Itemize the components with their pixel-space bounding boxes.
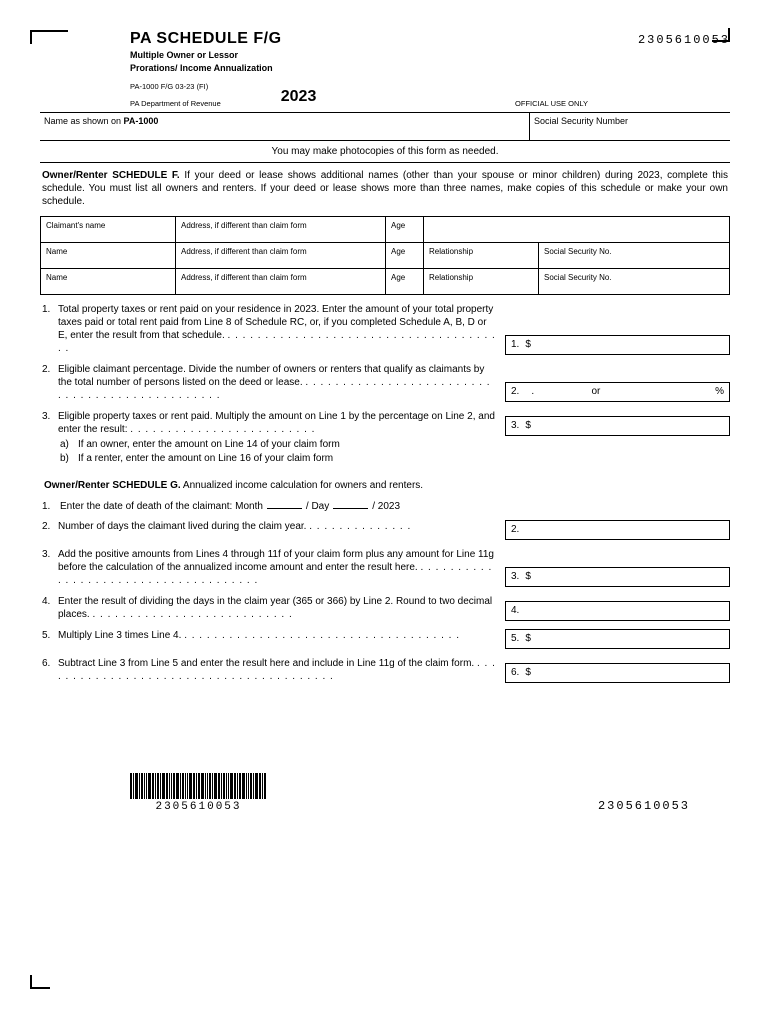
name-field-label[interactable]: Name as shown on PA-1000	[40, 113, 530, 140]
table-row: Name Address, if different than claim fo…	[41, 268, 730, 294]
schedule-f-line-2: 2. Eligible claimant percentage. Divide …	[40, 363, 730, 402]
empty-cell	[424, 216, 730, 242]
schedule-f-line-3a: a) If an owner, enter the amount on Line…	[60, 439, 730, 450]
age-cell[interactable]: Age	[386, 242, 424, 268]
form-code: PA-1000 F/G 03-23 (FI)	[130, 82, 221, 91]
schedule-g-line-2: 2. Number of days the claimant lived dur…	[40, 520, 730, 540]
schedule-g-line-1: 1. Enter the date of death of the claima…	[60, 501, 730, 512]
address-cell[interactable]: Address, if different than claim form	[176, 242, 386, 268]
name-cell[interactable]: Name	[41, 242, 176, 268]
month-blank[interactable]	[267, 508, 302, 509]
line-2-days-box[interactable]: 2.	[505, 520, 730, 540]
form-header: PA SCHEDULE F/G Multiple Owner or Lessor…	[40, 30, 730, 108]
ssn-cell[interactable]: Social Security No.	[539, 268, 730, 294]
schedule-f-line-1: 1. Total property taxes or rent paid on …	[40, 303, 730, 355]
relationship-cell[interactable]: Relationship	[424, 242, 539, 268]
line-6-amount-box[interactable]: 6.$	[505, 663, 730, 683]
form-number-bottom: 2305610053	[598, 799, 690, 813]
table-row: Name Address, if different than claim fo…	[41, 242, 730, 268]
dept-name: PA Department of Revenue	[130, 99, 221, 108]
form-subtitle-1: Multiple Owner or Lessor	[130, 50, 598, 61]
barcode-text: 2305610053	[155, 801, 241, 813]
schedule-g-line-6: 6. Subtract Line 3 from Line 5 and enter…	[40, 657, 730, 683]
tax-year: 2023	[281, 88, 317, 106]
barcode: 2305610053	[130, 773, 267, 813]
line-4-result-box[interactable]: 4.	[505, 601, 730, 621]
schedule-f-line-3: 3. Eligible property taxes or rent paid.…	[40, 410, 730, 436]
schedule-g-line-4: 4. Enter the result of dividing the days…	[40, 595, 730, 621]
line-5-amount-box[interactable]: 5.$	[505, 629, 730, 649]
line-2-percentage-box[interactable]: 2..or%	[505, 382, 730, 402]
address-cell[interactable]: Address, if different than claim form	[176, 268, 386, 294]
owner-renter-table: Claimant's name Address, if different th…	[40, 216, 730, 295]
age-cell[interactable]: Age	[386, 268, 424, 294]
ssn-cell[interactable]: Social Security No.	[539, 242, 730, 268]
claimant-name-cell[interactable]: Claimant's name	[41, 216, 176, 242]
line-3-amount-box[interactable]: 3.$	[505, 416, 730, 436]
schedule-g-line-5: 5. Multiply Line 3 times Line 4. . . . .…	[40, 629, 730, 649]
barcode-footer: 2305610053 2305610053	[40, 773, 730, 813]
official-use-label: OFFICIAL USE ONLY	[316, 99, 598, 108]
photocopy-notice: You may make photocopies of this form as…	[40, 140, 730, 163]
form-title: PA SCHEDULE F/G	[130, 30, 598, 48]
claimant-address-cell[interactable]: Address, if different than claim form	[176, 216, 386, 242]
name-ssn-row: Name as shown on PA-1000 Social Security…	[40, 112, 730, 140]
schedule-f-line-3b: b) If a renter, enter the amount on Line…	[60, 453, 730, 464]
line-1-amount-box[interactable]: 1.$	[505, 335, 730, 355]
table-row: Claimant's name Address, if different th…	[41, 216, 730, 242]
schedule-g-line-3: 3. Add the positive amounts from Lines 4…	[40, 548, 730, 587]
claimant-age-cell[interactable]: Age	[386, 216, 424, 242]
day-blank[interactable]	[333, 508, 368, 509]
ssn-field-label[interactable]: Social Security Number	[530, 113, 730, 140]
schedule-f-instructions: Owner/Renter SCHEDULE F. If your deed or…	[40, 163, 730, 214]
name-cell[interactable]: Name	[41, 268, 176, 294]
form-subtitle-2: Prorations/ Income Annualization	[130, 63, 598, 74]
relationship-cell[interactable]: Relationship	[424, 268, 539, 294]
line-3-amount-box[interactable]: 3.$	[505, 567, 730, 587]
schedule-g-heading: Owner/Renter SCHEDULE G. Annualized inco…	[40, 480, 730, 491]
